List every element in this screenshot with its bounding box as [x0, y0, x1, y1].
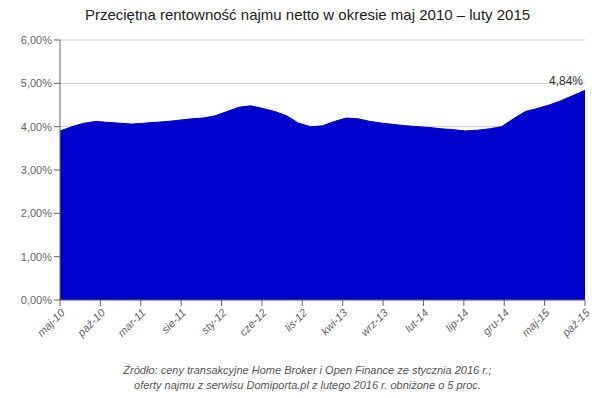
- svg-text:lip-14: lip-14: [443, 306, 471, 334]
- svg-text:sty-12: sty-12: [199, 306, 229, 336]
- svg-text:mar-11: mar-11: [115, 306, 147, 338]
- svg-text:5,00%: 5,00%: [21, 77, 52, 89]
- svg-text:3,00%: 3,00%: [21, 164, 52, 176]
- svg-text:6,00%: 6,00%: [21, 34, 52, 46]
- html-text:Przeciętna rentowność najmu ne: Przeciętna rentowność najmu netto w okre…: [84, 6, 531, 23]
- svg-text:paź-10: paź-10: [74, 306, 108, 340]
- svg-text:maj-10: maj-10: [35, 306, 68, 339]
- svg-text:sie-11: sie-11: [159, 306, 188, 335]
- svg-text:2,00%: 2,00%: [21, 207, 52, 219]
- html-text:Źródło: ceny transakcyjne Home: Źródło: ceny transakcyjne Home Broker i …: [123, 364, 492, 376]
- svg-text:lis-12: lis-12: [282, 306, 309, 333]
- svg-text:paź-15: paź-15: [559, 306, 593, 340]
- svg-text:gru-14: gru-14: [480, 306, 511, 337]
- svg-text:kwi-13: kwi-13: [319, 306, 351, 338]
- svg-text:1,00%: 1,00%: [21, 251, 52, 263]
- svg-text:4,00%: 4,00%: [21, 121, 52, 133]
- html-text:oferty najmu z serwisu Domipor: oferty najmu z serwisu Domiporta.pl z lu…: [134, 379, 481, 391]
- svg-text:maj-15: maj-15: [519, 306, 552, 339]
- svg-text:0,00%: 0,00%: [21, 294, 52, 306]
- svg-text:4,84%: 4,84%: [549, 74, 583, 88]
- svg-text:cze-12: cze-12: [237, 306, 269, 338]
- svg-text:wrz-13: wrz-13: [358, 306, 390, 338]
- svg-text:lut-14: lut-14: [402, 306, 430, 334]
